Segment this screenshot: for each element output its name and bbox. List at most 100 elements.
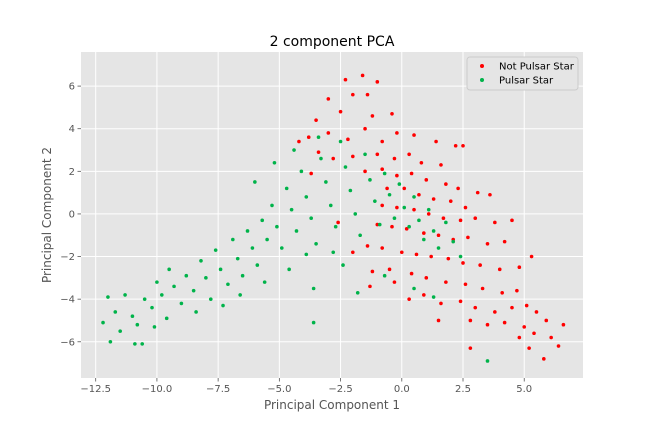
- scatter-point: [331, 250, 336, 255]
- x-tick-label: 0.0: [394, 384, 410, 395]
- scatter-point: [458, 299, 463, 304]
- scatter-point: [245, 229, 250, 233]
- scatter-point: [463, 205, 468, 210]
- scatter-point: [297, 139, 301, 144]
- scatter-point: [517, 335, 522, 340]
- scatter-point: [497, 267, 502, 272]
- scatter-point: [444, 182, 448, 186]
- scatter-point: [375, 152, 380, 157]
- y-tick-label: −4: [60, 295, 75, 306]
- scatter-point: [426, 212, 431, 216]
- scatter-point: [485, 359, 490, 363]
- series-pulsar-star: [101, 135, 490, 363]
- scatter-point: [363, 169, 367, 174]
- x-tick-label: −12.5: [80, 384, 111, 395]
- scatter-point: [517, 265, 522, 270]
- scatter-point: [407, 152, 411, 157]
- series-not-pulsar-star: [297, 73, 566, 361]
- scatter-point: [260, 218, 265, 223]
- scatter-point: [377, 222, 382, 227]
- y-tick-label: −2: [60, 252, 75, 263]
- scatter-point: [235, 256, 240, 261]
- scatter-point: [304, 195, 309, 199]
- scatter-point: [444, 280, 448, 284]
- scatter-point: [436, 246, 441, 250]
- scatter-point: [365, 244, 370, 248]
- scatter-point: [417, 218, 421, 223]
- scatter-point: [167, 267, 171, 272]
- scatter-point: [493, 310, 497, 314]
- scatter-point: [524, 303, 529, 308]
- scatter-point: [204, 276, 208, 280]
- scatter-point: [468, 346, 473, 350]
- scatter-point: [473, 216, 478, 220]
- scatter-point: [380, 139, 385, 144]
- legend-marker-not-pulsar: [480, 64, 484, 68]
- y-tick-label: 0: [69, 209, 75, 220]
- scatter-point: [348, 188, 353, 193]
- x-tick-label: −10.0: [142, 384, 173, 395]
- scatter-point: [382, 171, 387, 176]
- scatter-point: [407, 224, 411, 229]
- scatter-point: [500, 290, 504, 295]
- scatter-point: [468, 318, 473, 323]
- scatter-point: [184, 273, 189, 278]
- scatter-point: [439, 301, 443, 306]
- scatter-point: [265, 237, 269, 242]
- scatter-point: [493, 220, 497, 225]
- scatter-point: [338, 109, 343, 114]
- scatter-point: [534, 310, 539, 314]
- scatter-point: [522, 325, 527, 329]
- scatter-point: [429, 254, 433, 259]
- scatter-point: [179, 301, 184, 306]
- scatter-point: [238, 293, 242, 297]
- scatter-point: [199, 259, 203, 263]
- scatter-point: [270, 203, 274, 208]
- scatter-point: [412, 286, 416, 291]
- scatter-point: [458, 254, 463, 259]
- scatter-point: [417, 192, 421, 197]
- scatter-point: [407, 297, 411, 301]
- y-tick-label: 2: [69, 167, 75, 178]
- scatter-point: [172, 284, 176, 289]
- scatter-point: [113, 310, 118, 314]
- scatter-point: [385, 186, 389, 191]
- scatter-point: [331, 156, 336, 161]
- scatter-point: [510, 305, 514, 310]
- scatter-point: [488, 192, 492, 197]
- legend-marker-pulsar: [480, 78, 484, 82]
- scatter-point: [510, 218, 514, 223]
- scatter-point: [542, 357, 546, 361]
- scatter-point: [478, 263, 482, 267]
- scatter-point: [358, 233, 362, 238]
- x-axis-label: Principal Component 1: [264, 398, 400, 412]
- scatter-point: [164, 316, 169, 321]
- scatter-point: [390, 111, 394, 116]
- scatter-point: [351, 154, 355, 159]
- scatter-point: [191, 288, 196, 293]
- scatter-point: [448, 199, 453, 203]
- scatter-point: [280, 246, 284, 250]
- scatter-point: [226, 282, 230, 287]
- scatter-point: [392, 216, 397, 220]
- scatter-point: [343, 165, 348, 169]
- scatter-point: [561, 322, 566, 327]
- scatter-point: [314, 241, 318, 246]
- scatter-point: [409, 271, 414, 276]
- scatter-point: [130, 314, 135, 319]
- scatter-point: [363, 126, 367, 131]
- scatter-point: [346, 137, 350, 142]
- scatter-point: [549, 335, 553, 340]
- scatter-point: [527, 346, 531, 350]
- scatter-point: [422, 237, 426, 242]
- scatter-point: [426, 207, 431, 212]
- scatter-point: [160, 293, 164, 297]
- scatter-point: [272, 160, 277, 165]
- scatter-point: [365, 92, 370, 97]
- scatter-point: [387, 192, 392, 197]
- scatter-point: [404, 227, 409, 231]
- scatter-point: [314, 118, 318, 122]
- plot-area: [81, 52, 583, 378]
- scatter-point: [412, 207, 416, 212]
